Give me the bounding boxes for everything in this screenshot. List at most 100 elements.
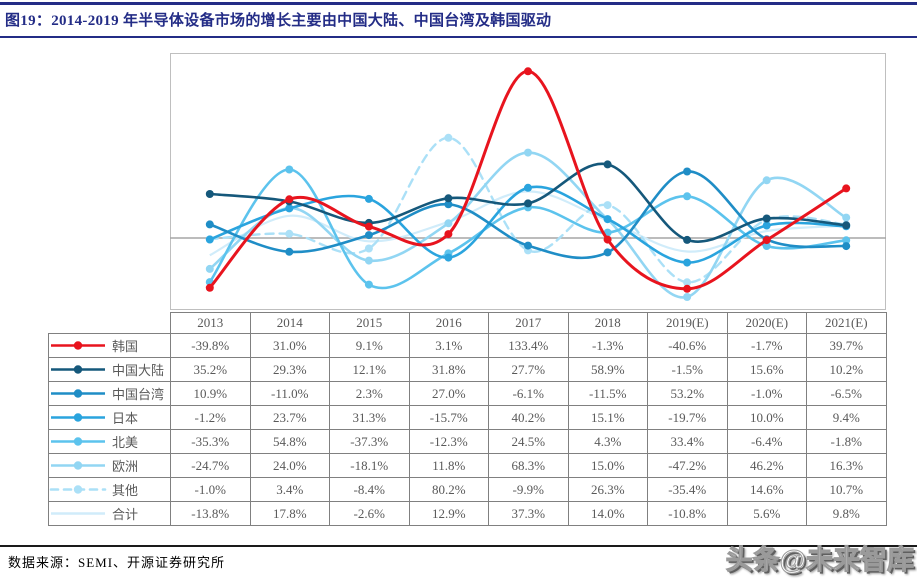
data-point: [683, 192, 692, 201]
value-cell: 10.2%: [806, 357, 887, 382]
data-point: [683, 167, 692, 176]
value-cell: -6.5%: [806, 381, 887, 406]
table-row: 日本 -1.2% 23.7% 31.3% -15.7% 40.2% 15.1% -19.7% 1…: [48, 405, 887, 430]
legend-key-icon: [51, 365, 105, 374]
value-cell: 12.9%: [408, 501, 489, 526]
legend-cell: 韩国: [48, 333, 171, 358]
value-cell: -10.8%: [647, 501, 728, 526]
value-cell: 24.5%: [488, 429, 569, 454]
value-cell: -18.1%: [329, 453, 410, 478]
chart-data-table: 2013 2014 2015 2016 2017 2018 2019(E) 2020(E) 20…: [48, 312, 887, 526]
table-row: 欧洲 -24.7% 24.0% -18.1% 11.8% 68.3% 15.0% -47.2%…: [48, 453, 887, 478]
title-rule: [0, 36, 917, 38]
value-cell: 9.4%: [806, 405, 887, 430]
value-cell: 10.0%: [726, 405, 807, 430]
legend-cell: 欧洲: [48, 453, 171, 478]
value-cell: -6.1%: [488, 381, 569, 406]
data-point: [205, 283, 214, 292]
value-cell: 35.2%: [170, 357, 251, 382]
data-point: [205, 220, 214, 229]
table-corner-cell: [49, 313, 171, 334]
table-row: 韩国 -39.8% 31.0% 9.1% 3.1% 133.4% -1.3% -40.6% -1…: [48, 333, 887, 358]
data-point: [285, 204, 294, 213]
year-column-header: 2017: [488, 312, 569, 334]
series-label: 中国台湾: [112, 387, 165, 402]
value-cell: -35.3%: [170, 429, 251, 454]
data-point: [524, 241, 532, 250]
data-point: [762, 221, 771, 230]
legend-key-icon: [49, 485, 107, 494]
value-cell: -8.4%: [329, 477, 410, 502]
year-column-header: 2014: [249, 312, 330, 334]
value-cell: -1.7%: [726, 333, 807, 358]
value-cell: 11.8%: [408, 453, 489, 478]
data-point: [444, 200, 453, 209]
data-point: [444, 230, 453, 239]
line-chart: [170, 53, 886, 310]
data-point: [364, 256, 373, 265]
data-point: [842, 184, 851, 193]
data-point: [762, 242, 771, 250]
table-row: 中国台湾 10.9% -11.0% 2.3% 27.0% -6.1% -11.5% 53.2%…: [48, 381, 887, 406]
year-column-header: 2015: [329, 312, 410, 334]
data-point: [762, 176, 771, 185]
data-point: [205, 264, 214, 273]
data-point: [842, 242, 851, 251]
value-cell: 27.0%: [408, 381, 489, 406]
plot-border: [170, 53, 886, 310]
value-cell: 80.2%: [408, 477, 489, 502]
value-cell: -11.5%: [567, 381, 648, 406]
value-cell: 40.2%: [488, 405, 569, 430]
series-label: 中国大陆: [112, 363, 165, 378]
legend-cell: 其他: [48, 477, 171, 502]
series-0: [205, 67, 851, 293]
value-cell: -6.4%: [726, 429, 807, 454]
value-cell: -35.4%: [647, 477, 728, 502]
data-point: [842, 236, 851, 245]
data-point: [444, 253, 453, 262]
year-column-header: 2021(E): [806, 312, 887, 334]
value-cell: 39.7%: [806, 333, 887, 358]
data-point: [603, 160, 612, 169]
value-cell: 12.1%: [329, 357, 410, 382]
value-cell: -1.0%: [170, 477, 251, 502]
value-cell: 46.2%: [726, 453, 807, 478]
value-cell: 29.3%: [249, 357, 330, 382]
legend-key-icon: [51, 437, 105, 446]
data-point: [603, 235, 612, 244]
value-cell: 23.7%: [249, 405, 330, 430]
series-label: 日本: [112, 411, 139, 426]
value-cell: 27.7%: [488, 357, 569, 382]
data-point: [683, 235, 692, 244]
value-cell: -39.8%: [170, 333, 251, 358]
footer-rule: [0, 545, 917, 547]
watermark: 头条@未来智库: [725, 545, 914, 576]
value-cell: 4.3%: [567, 429, 648, 454]
value-cell: -9.9%: [488, 477, 569, 502]
top-rule: [0, 2, 917, 5]
data-point: [524, 67, 532, 76]
value-cell: 31.8%: [408, 357, 489, 382]
value-cell: -11.0%: [249, 381, 330, 406]
data-point: [683, 258, 692, 267]
data-point: [285, 229, 294, 238]
series-label: 北美: [112, 435, 139, 450]
value-cell: -13.8%: [170, 501, 251, 526]
data-point: [285, 247, 294, 256]
legend-key-icon: [51, 389, 105, 398]
year-column-header: 2018: [567, 312, 648, 334]
value-cell: -19.7%: [647, 405, 728, 430]
value-cell: 133.4%: [488, 333, 569, 358]
data-point: [364, 231, 373, 240]
data-point: [683, 278, 692, 287]
data-point: [524, 183, 532, 192]
value-cell: 9.1%: [329, 333, 410, 358]
value-cell: 16.3%: [806, 453, 887, 478]
value-cell: 58.9%: [567, 357, 648, 382]
data-point: [683, 284, 692, 293]
data-point: [364, 194, 373, 203]
legend-cell: 合计: [48, 501, 171, 526]
data-point: [603, 201, 612, 210]
value-cell: 24.0%: [249, 453, 330, 478]
legend-cell: 中国大陆: [48, 357, 171, 382]
